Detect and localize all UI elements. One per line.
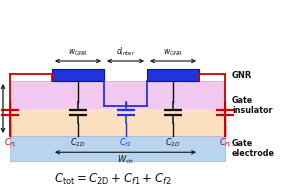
Text: $C_{2D}$: $C_{2D}$ [70, 137, 86, 149]
Text: $C_{2D}$: $C_{2D}$ [165, 137, 181, 149]
Text: $t_\mathrm{ox}$: $t_\mathrm{ox}$ [0, 102, 2, 115]
Text: $C_{f2}$: $C_{f2}$ [119, 137, 132, 149]
Bar [10, 136, 225, 161]
Text: $w_\mathrm{GNR}$: $w_\mathrm{GNR}$ [163, 47, 183, 58]
Bar [52, 69, 104, 81]
Text: $C_{f1}$: $C_{f1}$ [219, 137, 231, 149]
Text: $w_\mathrm{GNR}$: $w_\mathrm{GNR}$ [68, 47, 88, 58]
Bar [147, 69, 199, 81]
Bar [10, 81, 225, 109]
Text: Gate
electrode: Gate electrode [232, 139, 275, 158]
Text: $d_\mathrm{inter}$: $d_\mathrm{inter}$ [116, 46, 135, 58]
Text: Gate
insulator: Gate insulator [232, 96, 272, 115]
Bar [10, 81, 225, 136]
Bar [10, 109, 225, 136]
Text: GNR: GNR [232, 70, 252, 80]
Text: $C_{f1}$: $C_{f1}$ [4, 137, 16, 149]
Text: $C_\mathrm{tot} = C_\mathrm{2D} + C_{f1} + C_{f2}$: $C_\mathrm{tot} = C_\mathrm{2D} + C_{f1}… [54, 171, 172, 187]
Text: $W_\mathrm{ch}$: $W_\mathrm{ch}$ [117, 154, 134, 166]
